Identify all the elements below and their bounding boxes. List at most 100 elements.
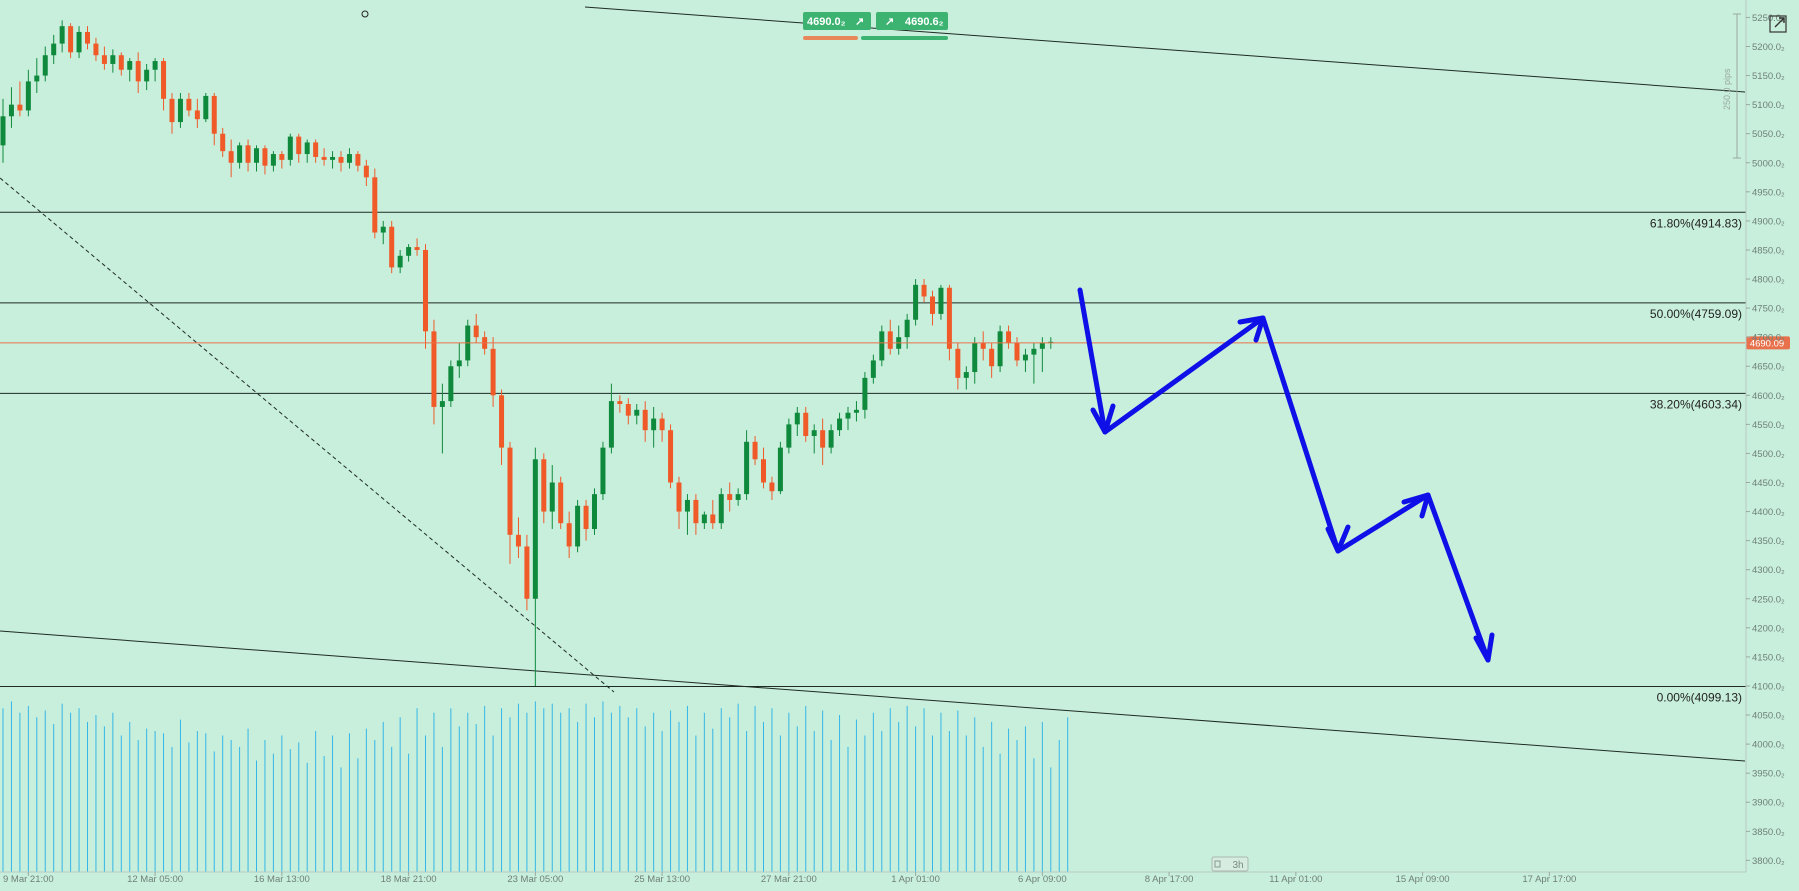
bullish-candle [330, 151, 336, 169]
bullish-candle [25, 69, 31, 117]
bearish-candle [515, 517, 521, 559]
candle-body [845, 412, 851, 419]
bearish-candle [321, 148, 327, 166]
candle-body [1048, 341, 1054, 343]
candle-body [270, 154, 276, 166]
candle-body [25, 81, 31, 111]
candle-body [761, 459, 766, 483]
x-tick-label: 12 Mar 05:00 [127, 874, 183, 885]
arrowhead-down-1 [1090, 403, 1116, 435]
candle-body [549, 482, 555, 512]
bullish-candle [777, 441, 783, 495]
drawing-anchor-handle[interactable] [361, 10, 369, 18]
bullish-candle [549, 465, 555, 530]
candle-body [913, 284, 919, 320]
candle-body [68, 26, 74, 53]
bullish-candle [346, 148, 352, 169]
ask-price-label: 4690.6₂ [905, 16, 944, 28]
candle-body [93, 43, 99, 56]
bullish-candle [862, 372, 868, 419]
bullish-candle [397, 249, 403, 274]
y-tick-label: 3950.0₂ [1752, 769, 1785, 780]
candle-body [862, 377, 868, 410]
buy-button[interactable] [876, 12, 948, 30]
bullish-candle [59, 20, 65, 53]
candle-body [828, 430, 834, 448]
bullish-candle [152, 58, 158, 82]
bearish-candle [507, 441, 513, 564]
y-tick-label: 4200.0₂ [1752, 623, 1785, 634]
time-axis[interactable]: 9 Mar 21:00 12 Mar 05:00 16 Mar 13:00 18 Ma… [0, 871, 1746, 885]
price-axis[interactable]: 5250.0₂ 5200.0₂ 5150.0₂ 5100.0₂ 5050.0₂ 5000.… [1745, 0, 1785, 872]
bearish-candle [85, 26, 90, 50]
arrowhead-up-2 [1401, 492, 1431, 519]
bullish-candle [439, 383, 445, 454]
bullish-candle [270, 151, 276, 172]
bearish-candle [186, 93, 192, 117]
candle-body [406, 247, 412, 256]
candles [0, 20, 1054, 686]
trade-widget[interactable]: 4690.0₂ ↗ 4690.6₂ ↗ [803, 12, 948, 40]
bearish-candle [245, 139, 251, 172]
fib-level-label: 50.00%(4759.09) [1650, 307, 1742, 321]
candle-body [127, 61, 133, 70]
candle-body [870, 360, 876, 378]
timeframe-badge[interactable]: 3h [1211, 856, 1249, 872]
bearish-candle [887, 319, 893, 355]
candle-body [355, 154, 361, 166]
candle-body [169, 98, 175, 123]
candle-body [135, 61, 141, 82]
candle-body [524, 546, 530, 599]
candle-body [769, 482, 775, 492]
candle-body [1031, 348, 1037, 355]
bullish-candle [110, 49, 116, 73]
candle-body [676, 482, 682, 512]
y-tick-label: 4950.0₂ [1752, 187, 1785, 198]
x-tick-label: 23 Mar 05:00 [507, 874, 563, 885]
bearish-candle [220, 127, 226, 157]
pips-label: 250.0 pips [1722, 68, 1732, 110]
candle-body [634, 409, 640, 416]
timeframe-icon [1214, 860, 1221, 868]
y-tick-label: 4700.0₂ [1752, 333, 1785, 344]
fib-level-label: 0.00%(4099.13) [1657, 690, 1742, 704]
y-tick-label: 4500.0₂ [1752, 449, 1785, 460]
candle-body [583, 505, 589, 530]
bullish-candle [794, 406, 800, 436]
bullish-candle [837, 412, 843, 436]
bearish-candle [946, 284, 952, 361]
candle-body [701, 514, 707, 524]
bullish-candle [1039, 337, 1045, 373]
bearish-candle [930, 290, 935, 326]
bearish-candle [169, 93, 175, 134]
candle-body [972, 342, 978, 373]
volume-bars [2, 701, 1069, 872]
bullish-candle [879, 325, 885, 367]
bearish-candle [279, 151, 285, 169]
candle-body [608, 401, 614, 448]
candle-body [262, 148, 268, 166]
bearish-candle [980, 331, 986, 361]
bearish-candle [194, 98, 200, 128]
candle-body [8, 104, 14, 117]
sell-button[interactable] [803, 12, 871, 30]
candle-body [515, 534, 521, 547]
candle-body [1014, 342, 1020, 361]
bearish-candle [558, 476, 564, 530]
arrow-icon: ↗ [855, 16, 864, 28]
bullish-candle [718, 488, 724, 530]
bearish-candle [389, 220, 395, 274]
bearish-candle [372, 168, 378, 239]
bearish-candle [769, 476, 775, 500]
popout-button[interactable] [1769, 15, 1787, 33]
bullish-candle [651, 406, 657, 448]
x-tick-label: 8 Apr 17:00 [1145, 874, 1194, 885]
bearish-candle [668, 424, 674, 489]
y-tick-label: 4100.0₂ [1752, 681, 1785, 692]
bullish-candle [51, 34, 57, 64]
candle-body [592, 494, 597, 530]
y-tick-label: 4650.0₂ [1752, 362, 1785, 373]
candle-body [625, 404, 631, 416]
